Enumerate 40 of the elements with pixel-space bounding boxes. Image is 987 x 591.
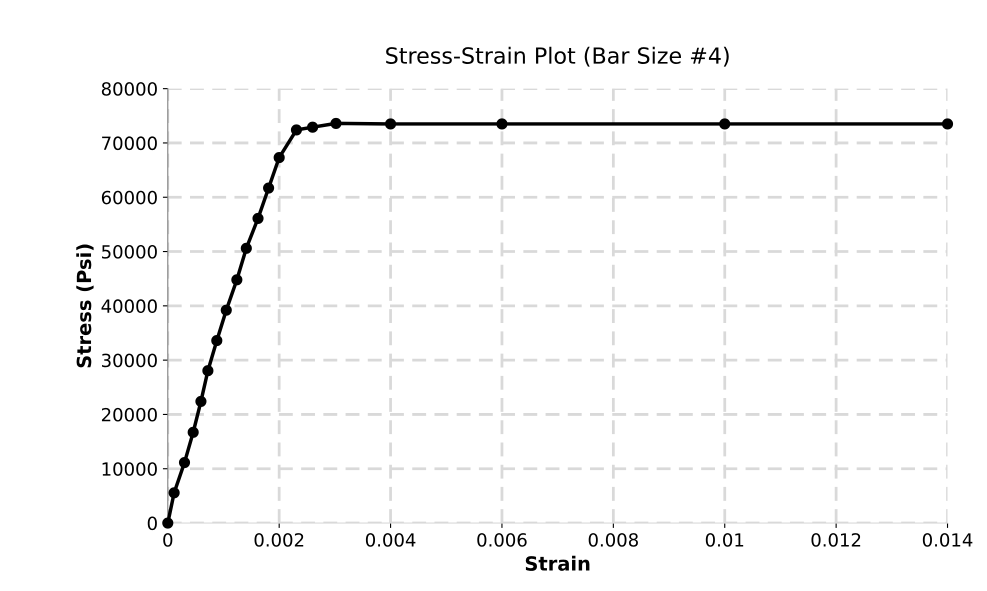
point (178, 456, 190, 468)
x-axis-title: Strain (526, 556, 590, 571)
point (252, 212, 264, 224)
y-tick-label: 40000 (102, 299, 157, 313)
y-tick-label: 0 (148, 516, 157, 530)
y-tick-label: 50000 (102, 245, 157, 259)
point (220, 304, 232, 316)
x-tick-label: 0.014 (922, 533, 972, 547)
point (195, 396, 206, 407)
point (307, 122, 318, 133)
y-tick-label: 70000 (102, 136, 157, 150)
x-tick-label: 0.002 (254, 533, 304, 547)
x-tick-label: 0.01 (706, 533, 744, 547)
point (211, 335, 222, 346)
point (274, 152, 285, 164)
x-tick-label: 0 (163, 533, 172, 547)
point (496, 118, 508, 130)
x-tick-label: 0.006 (477, 533, 527, 547)
y-tick-label: 30000 (102, 354, 157, 368)
point (231, 274, 242, 286)
point (162, 517, 174, 529)
point (240, 242, 252, 254)
point (330, 118, 342, 129)
point (202, 365, 214, 376)
y-tick-label: 20000 (102, 408, 157, 422)
y-tick-label: 80000 (102, 82, 157, 96)
y-tick-label: 60000 (102, 190, 157, 204)
point (188, 426, 199, 438)
point (290, 124, 302, 136)
x-tick-label: 0.004 (366, 533, 416, 547)
point (942, 118, 954, 130)
point (263, 182, 274, 194)
point (385, 118, 396, 130)
chart-title: Stress-Strain Plot (Bar Size #4) (386, 46, 729, 67)
x-tick-label: 0.012 (811, 533, 860, 547)
y-tick-label: 10000 (102, 462, 157, 476)
point (168, 487, 180, 498)
y-axis-title: Stress (Psi) (76, 244, 94, 368)
point (719, 118, 730, 130)
x-tick-label: 0.008 (588, 533, 638, 547)
